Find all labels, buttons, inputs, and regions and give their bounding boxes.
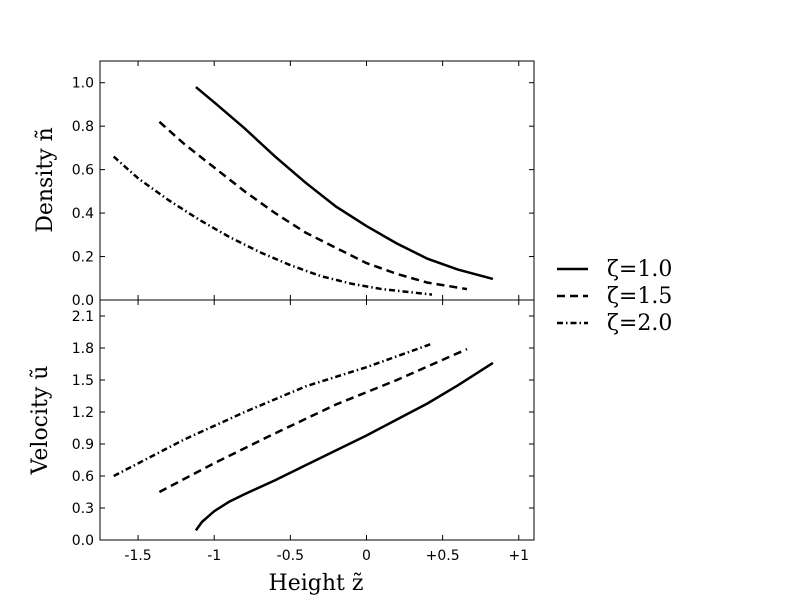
density-ytick-label: 0.8 [72, 119, 94, 135]
velocity-axis-label: Velocity ũ [28, 366, 53, 476]
velocity-ytick-label: 0.0 [72, 533, 94, 549]
legend-label: ζ=2.0 [607, 311, 672, 336]
legend-label: ζ=1.0 [607, 257, 672, 282]
density-ytick-label: 0.6 [72, 163, 94, 179]
velocity-series-dashed [158, 347, 468, 494]
velocity-xtick-label: -1 [207, 548, 221, 564]
velocity-series-dashdot [113, 342, 433, 478]
legend-label: ζ=1.5 [607, 284, 672, 309]
density-panel: 0.0 0.2 0.4 0.6 0.8 1.0 [72, 60, 535, 309]
velocity-plot-frame [99, 299, 535, 541]
density-ytick-label: 0.2 [72, 250, 94, 266]
velocity-ytick-label: 1.8 [72, 341, 94, 357]
velocity-xtick-label: +0.5 [426, 548, 460, 564]
velocity-ytick-label: 0.6 [72, 469, 94, 485]
velocity-xtick-label: +1 [508, 548, 529, 564]
density-ytick-label: 0.4 [72, 206, 94, 222]
velocity-ytick-label: 2.1 [72, 309, 94, 325]
velocity-ytick-label: 1.2 [72, 405, 94, 421]
velocity-ytick-label: 0.3 [72, 501, 94, 517]
density-series-dashed [158, 120, 468, 291]
legend: ζ=1.0ζ=1.5ζ=2.0 [557, 257, 672, 336]
velocity-series-solid [194, 361, 494, 532]
density-axis-label: Density ñ [33, 127, 58, 233]
density-series-dashdot [112, 155, 433, 296]
density-ytick-label: 1.0 [72, 76, 94, 92]
velocity-ytick-label: 0.9 [72, 437, 94, 453]
density-ytick-label: 0.0 [72, 293, 94, 309]
density-plot-frame [99, 60, 535, 301]
velocity-panel: 0.0 0.3 0.6 0.9 1.2 1.5 1.8 2.1 -1.5 -1 -0.5 0 +0.5 +… [72, 299, 535, 564]
density-series-solid [195, 86, 494, 281]
velocity-xtick-label: 0 [362, 548, 371, 564]
velocity-ytick-label: 1.5 [72, 373, 94, 389]
velocity-xtick-label: -1.5 [124, 548, 151, 564]
height-axis-label: Height z̃ [269, 571, 364, 596]
velocity-xtick-label: -0.5 [277, 548, 304, 564]
